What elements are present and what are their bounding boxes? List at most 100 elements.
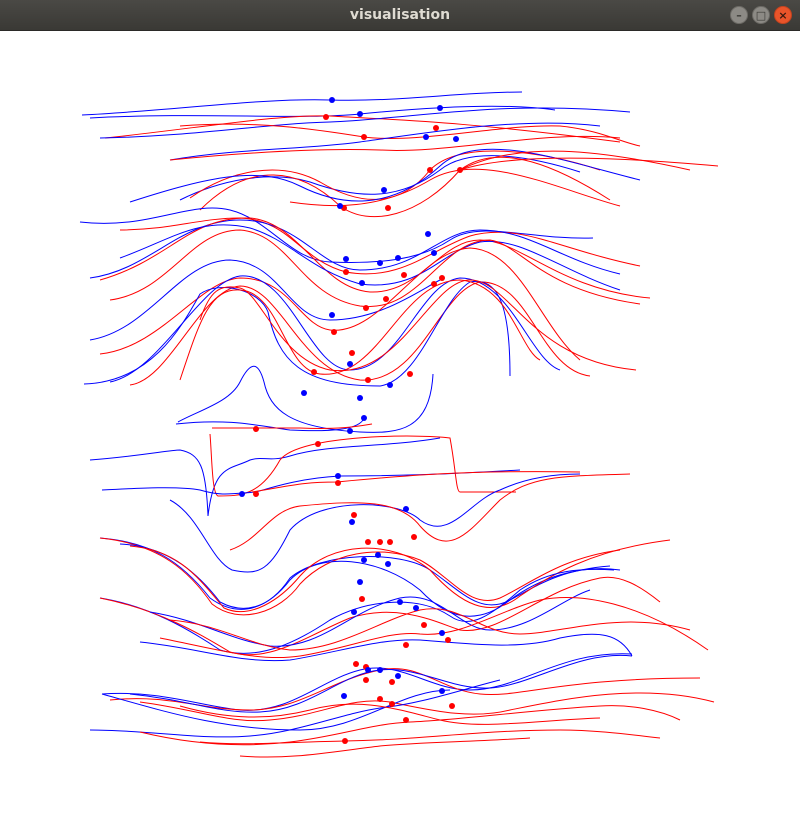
red-marker bbox=[377, 696, 383, 702]
blue-marker bbox=[425, 231, 431, 237]
red-curve bbox=[179, 279, 541, 381]
red-marker bbox=[311, 369, 317, 375]
red-curve bbox=[99, 537, 621, 616]
red-curve bbox=[99, 217, 651, 299]
blue-curve bbox=[79, 207, 594, 263]
red-curve bbox=[199, 729, 661, 745]
close-button[interactable]: × bbox=[774, 6, 792, 24]
red-marker bbox=[253, 491, 259, 497]
blue-marker bbox=[413, 605, 419, 611]
red-marker bbox=[335, 480, 341, 486]
blue-marker bbox=[381, 187, 387, 193]
blue-marker bbox=[423, 134, 429, 140]
red-curve bbox=[459, 150, 691, 171]
blue-marker bbox=[349, 519, 355, 525]
red-marker bbox=[401, 272, 407, 278]
red-curve bbox=[209, 433, 516, 497]
red-curve bbox=[179, 703, 601, 725]
red-curve bbox=[169, 135, 621, 161]
red-curve bbox=[239, 737, 531, 758]
red-curve bbox=[99, 247, 581, 361]
blue-marker bbox=[341, 693, 347, 699]
blue-marker bbox=[335, 473, 341, 479]
red-marker bbox=[411, 534, 417, 540]
red-marker bbox=[403, 717, 409, 723]
red-curve bbox=[289, 168, 621, 207]
curves-plot bbox=[79, 91, 719, 758]
red-curve bbox=[159, 597, 709, 659]
red-marker bbox=[449, 703, 455, 709]
red-marker bbox=[351, 512, 357, 518]
red-curve bbox=[129, 539, 671, 613]
red-marker bbox=[365, 377, 371, 383]
red-marker bbox=[427, 167, 433, 173]
blue-marker bbox=[239, 491, 245, 497]
blue-marker bbox=[439, 630, 445, 636]
blue-marker bbox=[343, 256, 349, 262]
blue-curve bbox=[179, 155, 581, 201]
red-marker bbox=[377, 539, 383, 545]
blue-marker bbox=[361, 415, 367, 421]
window-controls: – □ × bbox=[730, 6, 792, 24]
red-curve bbox=[229, 473, 631, 551]
blue-marker bbox=[347, 361, 353, 367]
maximize-icon: □ bbox=[755, 8, 767, 22]
blue-marker bbox=[395, 673, 401, 679]
blue-marker bbox=[387, 382, 393, 388]
blue-marker bbox=[365, 667, 371, 673]
window-title: visualisation bbox=[349, 7, 451, 23]
minimize-icon: – bbox=[736, 8, 742, 22]
red-curve bbox=[109, 668, 701, 711]
blue-marker bbox=[357, 111, 363, 117]
blue-marker bbox=[337, 203, 343, 209]
blue-curve bbox=[99, 537, 611, 610]
blue-marker bbox=[377, 667, 383, 673]
red-marker bbox=[343, 269, 349, 275]
blue-curve bbox=[119, 224, 621, 291]
blue-curve bbox=[129, 654, 633, 713]
minimize-button[interactable]: – bbox=[730, 6, 748, 24]
blue-marker bbox=[301, 390, 307, 396]
red-marker bbox=[331, 329, 337, 335]
red-marker bbox=[349, 350, 355, 356]
red-marker bbox=[253, 426, 259, 432]
red-marker bbox=[361, 134, 367, 140]
close-icon: × bbox=[778, 8, 788, 22]
blue-curve bbox=[139, 633, 633, 662]
red-marker bbox=[445, 637, 451, 643]
visualisation-canvas[interactable] bbox=[0, 30, 800, 830]
maximize-button[interactable]: □ bbox=[752, 6, 770, 24]
blue-curve bbox=[101, 653, 633, 711]
red-marker bbox=[433, 125, 439, 131]
red-curve bbox=[109, 229, 641, 308]
blue-marker bbox=[403, 506, 409, 512]
red-curve bbox=[199, 279, 637, 372]
blue-marker bbox=[357, 579, 363, 585]
red-marker bbox=[421, 622, 427, 628]
title-bar[interactable]: visualisation – □ × bbox=[0, 0, 800, 31]
red-marker bbox=[457, 167, 463, 173]
blue-marker bbox=[437, 105, 443, 111]
red-marker bbox=[353, 661, 359, 667]
red-marker bbox=[359, 596, 365, 602]
blue-curve bbox=[89, 259, 441, 341]
blue-curve bbox=[169, 122, 601, 161]
blue-marker bbox=[453, 136, 459, 142]
red-marker bbox=[403, 642, 409, 648]
blue-marker bbox=[375, 552, 381, 558]
red-curve bbox=[459, 157, 719, 171]
blue-marker bbox=[395, 255, 401, 261]
red-marker bbox=[383, 296, 389, 302]
red-curve bbox=[199, 156, 611, 218]
blue-marker bbox=[329, 97, 335, 103]
red-curve bbox=[99, 576, 661, 656]
red-curve bbox=[179, 123, 641, 147]
red-marker bbox=[385, 205, 391, 211]
blue-curve bbox=[149, 589, 591, 647]
blue-marker bbox=[347, 428, 353, 434]
red-marker bbox=[365, 539, 371, 545]
red-marker bbox=[363, 677, 369, 683]
blue-curve bbox=[177, 365, 434, 433]
blue-curve bbox=[169, 473, 581, 573]
